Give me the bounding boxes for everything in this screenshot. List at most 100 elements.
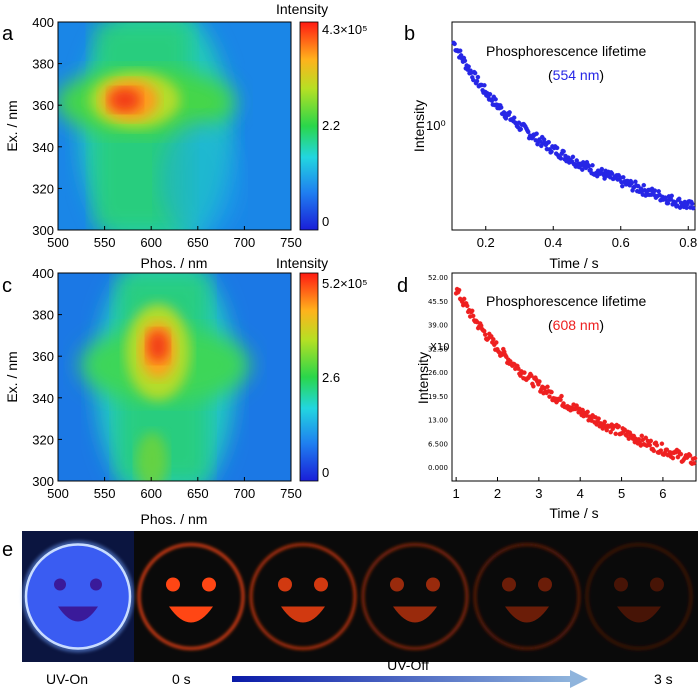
decay-d-point — [585, 409, 590, 415]
decay-d-point — [670, 455, 676, 461]
colorbar-a-max: 4.3×10⁵ — [322, 22, 368, 37]
panel-letter-e: e — [2, 539, 13, 561]
decay-d-point — [659, 441, 665, 446]
decay-d-paren-close: ) — [599, 317, 604, 333]
decay-b-point — [609, 171, 615, 176]
decay-d-point — [516, 366, 521, 371]
decay-d-point — [545, 384, 550, 390]
photo-frame — [22, 531, 134, 662]
decay-d-ylabel: Intensity — [415, 352, 431, 404]
panel-letter-b: b — [404, 23, 415, 45]
decay-d-point — [522, 370, 527, 375]
decay-d-point — [596, 416, 601, 421]
decay-b-point — [599, 166, 605, 172]
heatmap-a-xticks: 500 550 600 650 700 750 — [47, 226, 302, 250]
caption-end-time: 3 s — [654, 671, 673, 687]
decay-d-points — [453, 286, 698, 466]
ytick-label: 6.500 — [428, 440, 448, 448]
face-mouth — [505, 606, 549, 623]
decay-d-yticks: 52.00 45.50 39.00 32.50 26.00 19.50 13.00 6.500… — [428, 274, 448, 472]
decay-d-wavelength: 608 nm — [553, 317, 600, 333]
ytick-label: 39.00 — [428, 322, 448, 330]
ytick-label: 32.50 — [428, 345, 448, 353]
decay-b-point — [635, 183, 641, 189]
decay-b-point — [452, 41, 457, 47]
panel-letter-c: c — [2, 275, 12, 297]
decay-b-point — [690, 205, 696, 211]
face-outline — [137, 543, 245, 650]
decay-b-point — [641, 182, 647, 188]
decay-b-point — [586, 163, 592, 169]
decay-d-point — [639, 433, 645, 439]
face-mouth — [169, 606, 213, 623]
heatmap-c-yticks: 300 320 340 360 380 400 — [32, 266, 62, 489]
decay-d-point — [469, 308, 475, 314]
panel-a: a 500 550 600 650 700 750 300320340360380400 … — [2, 1, 368, 271]
decay-b-point — [475, 74, 481, 80]
decay-b-point — [474, 78, 480, 84]
decay-d-point — [464, 303, 470, 309]
ytick-label: 380 — [32, 308, 54, 323]
ytick-label: 26.00 — [428, 369, 448, 377]
uv-off-arrow — [232, 670, 588, 688]
panel-b: b 0.2 0.4 0.6 0.8 10⁰ Time / s Intensity Ph… — [404, 21, 697, 271]
colorbar-c: Intensity 5.2×10⁵ 2.6 0 — [276, 255, 368, 482]
heatmap-c — [58, 273, 291, 481]
ytick-label: 360 — [32, 98, 54, 113]
decay-b-point — [466, 64, 471, 69]
panel-c: c 500 550 600 650 700 750 300320340360380400 … — [2, 255, 368, 527]
decay-d-annotation-title: Phosphorescence lifetime — [486, 293, 647, 309]
xtick-label: 750 — [280, 486, 302, 501]
face-eye — [278, 577, 292, 592]
decay-d-point — [658, 448, 664, 453]
decay-d-point — [531, 384, 536, 389]
face-outline — [249, 543, 357, 650]
xtick-label: 650 — [187, 486, 209, 501]
ytick-label: 300 — [32, 474, 54, 489]
decay-b-point — [590, 163, 595, 168]
face-eye — [426, 577, 440, 592]
decay-d-axis-note: X10 — [430, 342, 450, 353]
decay-d-point — [537, 379, 542, 384]
xtick-label: 700 — [234, 486, 256, 501]
heatmap-c-xticks: 500 550 600 650 700 750 — [47, 477, 302, 501]
xtick-label: 0.8 — [679, 235, 697, 250]
decay-d-point — [461, 296, 467, 302]
panel-d: d 1 2 3 4 5 6 52.00 45.50 39.00 32.50 26.00 19.50 1… — [397, 272, 698, 521]
ytick-label: 340 — [32, 140, 54, 155]
xtick-label: 600 — [140, 235, 162, 250]
decay-b-point — [570, 154, 576, 160]
caption-uv-on: UV-On — [46, 671, 88, 687]
decay-b-wavelength: 554 nm — [553, 67, 600, 83]
decay-d-point — [482, 332, 488, 337]
decay-b-point — [676, 196, 682, 202]
photo-frames — [22, 531, 693, 662]
panel-e: e UV-On 0 s UV-Off 3 s — [2, 531, 698, 688]
ytick-label: 13.00 — [428, 417, 448, 425]
photo-frame — [249, 543, 357, 650]
panel-letter-a: a — [2, 23, 14, 45]
face-mouth — [393, 606, 437, 623]
colorbar-c-title: Intensity — [276, 255, 328, 271]
ytick-label: 380 — [32, 57, 54, 72]
decay-b-point — [656, 189, 661, 194]
caption-start-time: 0 s — [172, 671, 191, 687]
ytick-label: 320 — [32, 181, 54, 196]
decay-b-point — [689, 201, 695, 207]
decay-d-point — [692, 456, 698, 461]
face-eye — [54, 578, 66, 591]
decay-b-point — [620, 183, 625, 189]
face-outline — [585, 543, 693, 650]
decay-b-point — [493, 97, 498, 102]
decay-b-point — [457, 48, 463, 53]
decay-d-point — [549, 389, 554, 395]
ytick-label: 300 — [32, 223, 54, 238]
face-mouth — [617, 606, 661, 623]
decay-b-point — [511, 115, 517, 120]
ytick-label: 340 — [32, 391, 54, 406]
decay-b-annotation-title: Phosphorescence lifetime — [486, 43, 647, 59]
xtick-label: 4 — [577, 486, 584, 501]
decay-b-paren-open: ( — [548, 67, 553, 83]
decay-d-point — [643, 435, 649, 441]
